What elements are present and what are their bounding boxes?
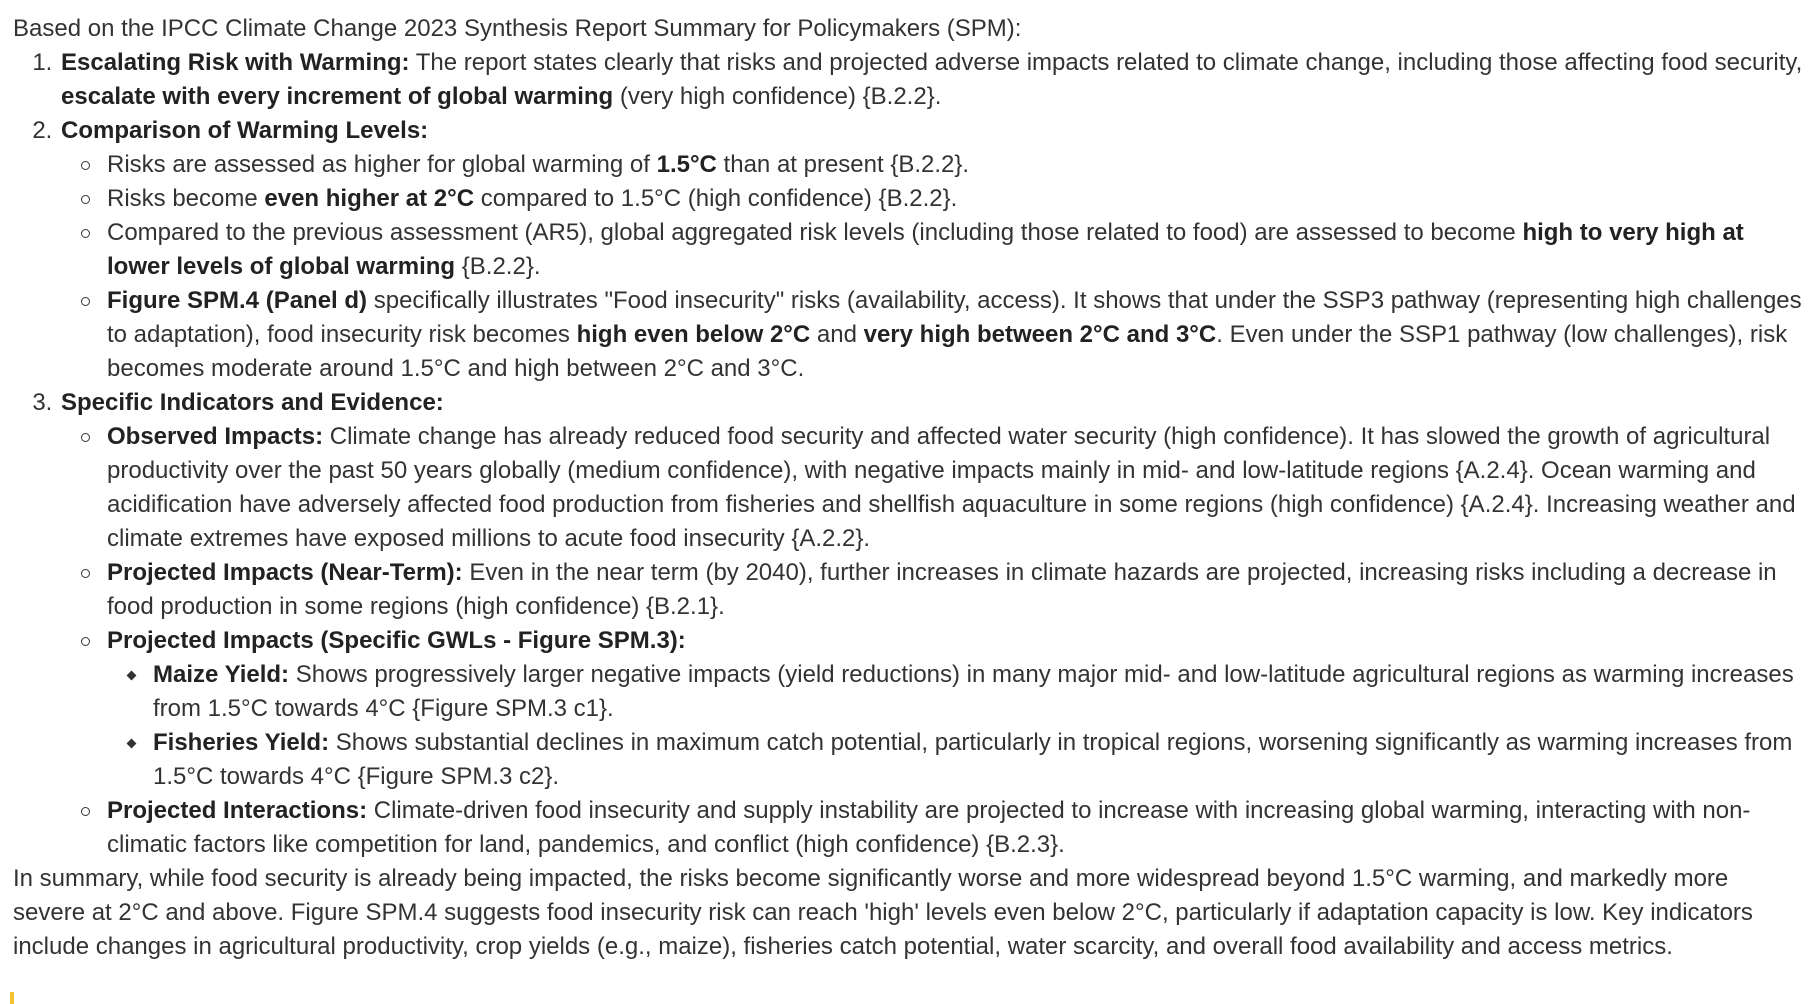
- sub-item-title: Projected Interactions:: [107, 797, 368, 824]
- sub-item-emphasis: 1.5°C: [656, 151, 717, 178]
- sub-item-text: . Even under the SSP1 pathway (low chall…: [107, 321, 1788, 382]
- sub-item-text: Risks become: [107, 185, 265, 212]
- intro-paragraph: Based on the IPCC Climate Change 2023 Sy…: [13, 15, 1022, 42]
- sub-item-text: {B.2.2}.: [455, 253, 541, 280]
- nested-item-text: Shows substantial declines in maximum ca…: [153, 729, 1793, 790]
- sub-item-text: compared to 1.5°C (high confidence) {B.2…: [474, 185, 958, 212]
- main-list: Escalating Risk with Warming: The report…: [13, 46, 1803, 862]
- nested-list: Maize Yield: Shows progressively larger …: [107, 658, 1803, 794]
- sub-item-emphasis: Figure SPM.4 (Panel d): [107, 287, 368, 314]
- sub-item-emphasis: high to very high at lower levels of glo…: [107, 219, 1744, 280]
- sub-item: Projected Impacts (Near-Term): Even in t…: [81, 556, 1803, 624]
- sub-item: Figure SPM.4 (Panel d) specifically illu…: [81, 284, 1803, 386]
- sub-list: Observed Impacts: Climate change has alr…: [61, 420, 1803, 862]
- sub-item-emphasis: very high between 2°C and 3°C: [863, 321, 1217, 348]
- item-emphasis: escalate with every increment of global …: [61, 83, 614, 110]
- nested-item: Fisheries Yield: Shows substantial decli…: [153, 726, 1803, 794]
- sub-item-title: Observed Impacts:: [107, 423, 324, 450]
- item-text: (very high confidence) {B.2.2}.: [613, 83, 942, 110]
- summary-paragraph: In summary, while food security is alrea…: [13, 865, 1753, 960]
- sub-item-text: Climate-driven food insecurity and suppl…: [107, 797, 1751, 858]
- sub-item-text: Even in the near term (by 2040), further…: [107, 559, 1777, 620]
- item-title: Specific Indicators and Evidence:: [61, 389, 444, 416]
- sub-item-emphasis: even higher at 2°C: [264, 185, 475, 212]
- sub-item-text: specifically illustrates "Food insecurit…: [107, 287, 1802, 348]
- sub-item: Risks are assessed as higher for global …: [81, 148, 1803, 182]
- streaming-cursor: [10, 992, 14, 1004]
- sub-item: Observed Impacts: Climate change has alr…: [81, 420, 1803, 556]
- item-text: The report states clearly that risks and…: [409, 49, 1803, 76]
- item-title: Comparison of Warming Levels:: [61, 117, 429, 144]
- sub-item-text: Risks are assessed as higher for global …: [107, 151, 657, 178]
- sub-item-title: Projected Impacts (Specific GWLs - Figur…: [107, 627, 686, 654]
- sub-item-emphasis: high even below 2°C: [576, 321, 811, 348]
- nested-item: Maize Yield: Shows progressively larger …: [153, 658, 1803, 726]
- list-item-comparison: Comparison of Warming Levels: Risks are …: [59, 114, 1803, 386]
- sub-item: Projected Interactions: Climate-driven f…: [81, 794, 1803, 862]
- sub-item-title: Projected Impacts (Near-Term):: [107, 559, 463, 586]
- nested-item-text: Shows progressively larger negative impa…: [153, 661, 1794, 722]
- sub-item: Projected Impacts (Specific GWLs - Figur…: [81, 624, 1803, 794]
- sub-item-text: Climate change has already reduced food …: [107, 423, 1796, 552]
- sub-item: Risks become even higher at 2°C compared…: [81, 182, 1803, 216]
- response-document: Based on the IPCC Climate Change 2023 Sy…: [13, 12, 1803, 964]
- sub-list: Risks are assessed as higher for global …: [61, 148, 1803, 386]
- list-item-escalating-risk: Escalating Risk with Warming: The report…: [59, 46, 1803, 114]
- sub-item-text: Compared to the previous assessment (AR5…: [107, 219, 1523, 246]
- nested-item-title: Fisheries Yield:: [153, 729, 330, 756]
- list-item-indicators: Specific Indicators and Evidence: Observ…: [59, 386, 1803, 862]
- sub-item: Compared to the previous assessment (AR5…: [81, 216, 1803, 284]
- sub-item-text: and: [810, 321, 864, 348]
- nested-item-title: Maize Yield:: [153, 661, 290, 688]
- item-title: Escalating Risk with Warming:: [61, 49, 410, 76]
- sub-item-text: than at present {B.2.2}.: [716, 151, 970, 178]
